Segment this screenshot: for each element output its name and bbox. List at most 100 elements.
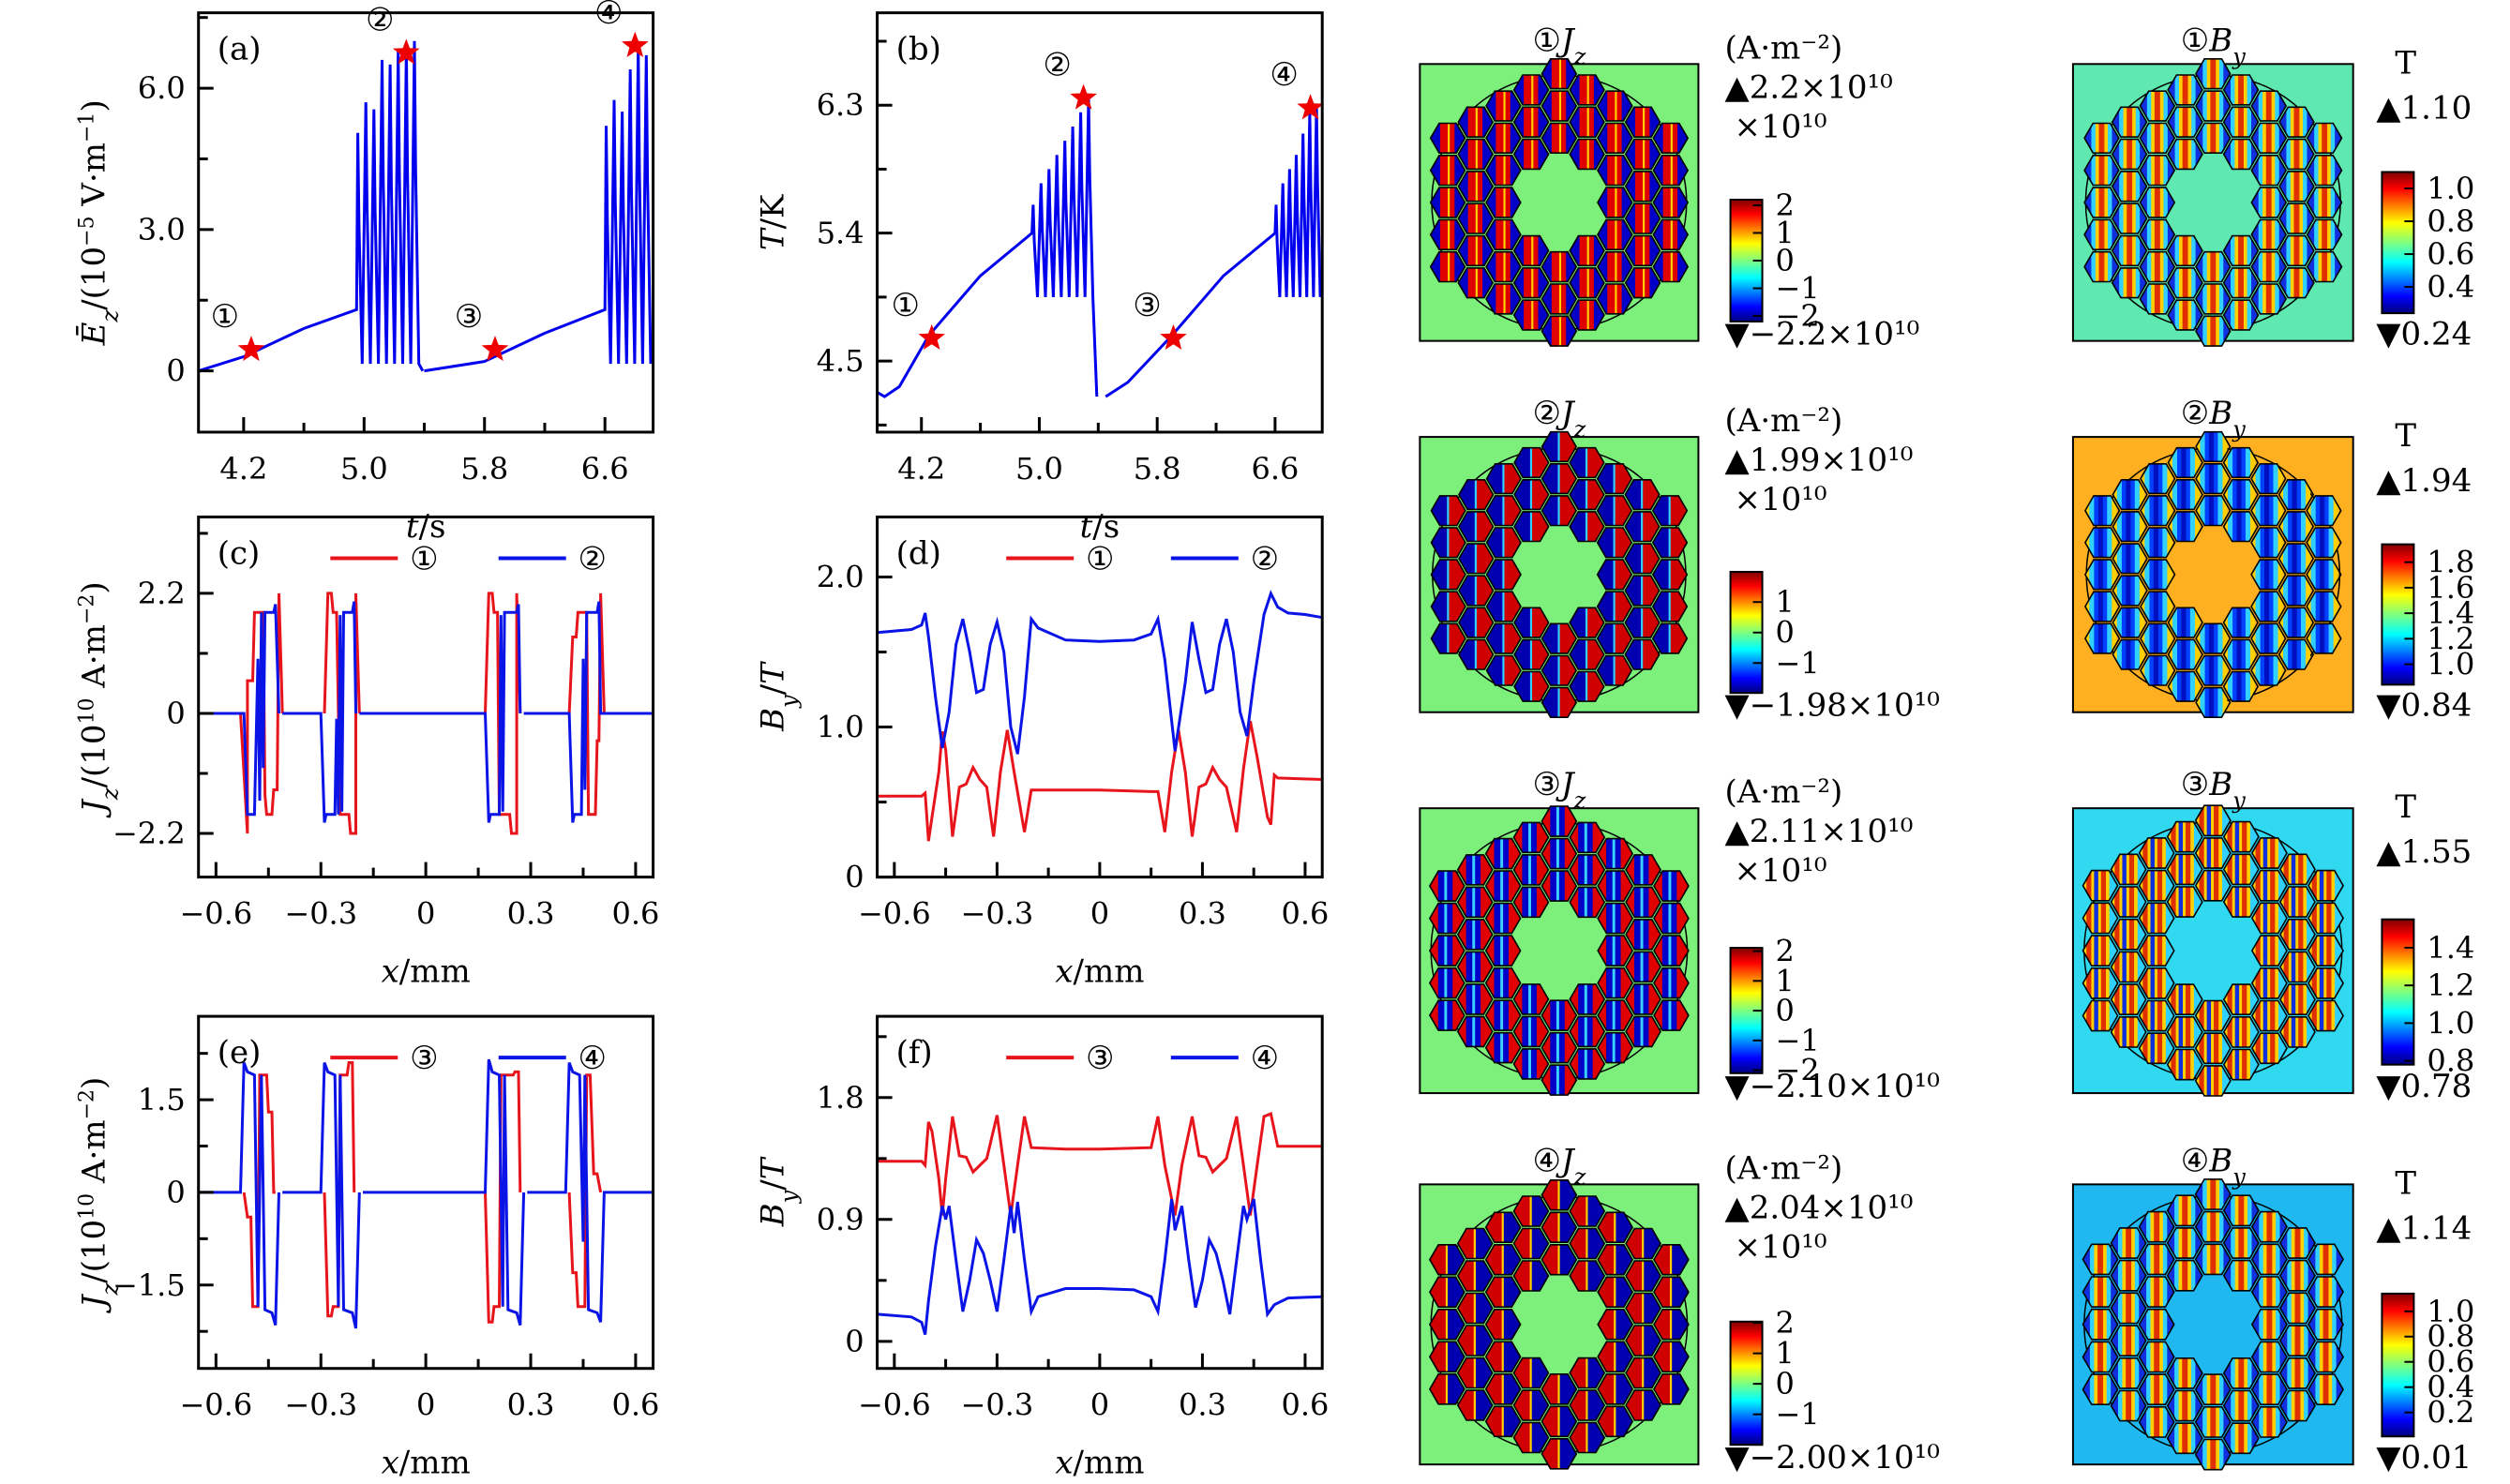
- hex-stripe: [2292, 479, 2298, 510]
- hex-fill: [2278, 544, 2311, 574]
- hex-stripe: [1510, 284, 1521, 314]
- hex-stripe: [1494, 903, 1501, 934]
- colorbar-min: ▼−2.00×10¹⁰: [1725, 1439, 1940, 1477]
- hex-stripe: [2241, 639, 2247, 669]
- hex-stripe: [2265, 251, 2273, 282]
- hex-stripe: [2251, 1211, 2260, 1242]
- hex-outline: [2278, 267, 2315, 299]
- hex-stripe: [2114, 1016, 2120, 1047]
- hex-stripe: [2167, 1260, 2175, 1291]
- hex-stripe: [2250, 821, 2259, 852]
- hex-stripe: [2108, 155, 2112, 186]
- hex-stripe: [2232, 671, 2237, 702]
- hex-fill: [1598, 155, 1632, 186]
- hex-stripe: [2130, 639, 2136, 669]
- hex-stripe: [2167, 219, 2175, 250]
- hex-stripe: [2084, 623, 2090, 653]
- hex-stripe: [2112, 495, 2117, 526]
- hex-stripe: [2307, 1326, 2315, 1357]
- hex-stripe: [1502, 560, 1506, 590]
- hex-stripe: [2328, 495, 2335, 526]
- filament-hexagon: [2250, 654, 2287, 686]
- hex-fill: [2167, 1195, 2202, 1226]
- hex-stripe: [1474, 576, 1478, 606]
- filament-hexagon: [2194, 1210, 2232, 1243]
- hex-stripe: [2319, 936, 2324, 967]
- hex-outline: [1513, 511, 1550, 543]
- hex-fill: [2196, 495, 2228, 526]
- hex-stripe: [2141, 528, 2145, 558]
- hex-stripe: [1538, 107, 1549, 138]
- map-title: ①Jz: [1532, 22, 1586, 69]
- hex-stripe: [2151, 187, 2156, 217]
- hex-stripe: [1505, 187, 1511, 217]
- hex-fill: [2168, 107, 2202, 138]
- hex-outline: [2082, 869, 2119, 902]
- hex-stripe: [2267, 870, 2271, 901]
- filament-hexagon: [2306, 250, 2343, 283]
- hex-outline: [1653, 1373, 1690, 1405]
- x-axis-label: x/mm: [1055, 953, 1144, 991]
- hex-fill: [2251, 560, 2283, 590]
- hex-stripe: [2279, 854, 2285, 885]
- y-tick-label: 6.0: [138, 70, 186, 106]
- hex-stripe: [2291, 952, 2296, 982]
- x-tick-label: 0.6: [611, 896, 659, 932]
- x-tick-label: −0.6: [858, 1387, 931, 1423]
- filament-hexagon: [2306, 122, 2343, 154]
- hex-stripe: [2139, 1326, 2146, 1357]
- hex-fill: [2139, 870, 2174, 901]
- hex-stripe: [2177, 607, 2182, 637]
- hex-fill: [2251, 1374, 2287, 1405]
- hex-stripe: [2279, 107, 2287, 138]
- hex-stripe: [1494, 1032, 1501, 1063]
- hex-stripe: [1551, 284, 1560, 314]
- hex-fill: [2279, 171, 2314, 202]
- hex-stripe: [2103, 1244, 2108, 1275]
- x-tick-label: 0.3: [1179, 1387, 1226, 1423]
- filament-hexagon: [1597, 1211, 1634, 1243]
- hex-stripe: [2172, 639, 2178, 669]
- hex-stripe: [2139, 1227, 2146, 1259]
- hex-stripe: [2211, 837, 2215, 869]
- chart-panel-e: −0.6 −0.3 0 0.3 0.6−1.501.5(e) ③ ④x/mmJz/(1010…: [75, 1014, 659, 1482]
- hex-stripe: [2187, 139, 2192, 170]
- hex-stripe: [2326, 936, 2332, 967]
- hex-stripe: [2259, 1342, 2264, 1372]
- hex-outline: [2250, 495, 2287, 527]
- hex-stripe: [1633, 1016, 1642, 1047]
- hex-stripe: [2126, 887, 2130, 918]
- hex-stripe: [1529, 607, 1533, 637]
- hex-fill: [2167, 854, 2202, 885]
- hex-stripe: [2234, 1227, 2239, 1259]
- hex-fill: [2307, 592, 2338, 622]
- colorbar-max: ▲1.99×10¹⁰: [1725, 442, 1914, 479]
- hex-stripe: [1550, 838, 1557, 869]
- hex-fill: [2168, 671, 2200, 702]
- filament-hexagon: [2138, 1243, 2175, 1276]
- hex-stripe: [2202, 123, 2208, 154]
- hex-outline: [1484, 1276, 1522, 1308]
- hex-stripe: [1645, 267, 1650, 298]
- hex-stripe: [2178, 854, 2184, 885]
- hex-stripe: [1457, 919, 1467, 950]
- hex-stripe: [1612, 903, 1616, 934]
- x-tick-label: −0.6: [179, 896, 252, 932]
- hex-stripe: [2183, 854, 2187, 885]
- hex-outline: [2250, 967, 2288, 999]
- hex-stripe: [1530, 822, 1538, 853]
- hex-stripe: [2150, 967, 2156, 998]
- hex-outline: [2222, 1422, 2260, 1455]
- hex-stripe: [2182, 75, 2189, 105]
- hex-stripe: [2251, 300, 2259, 330]
- hex-stripe: [2175, 1016, 2180, 1047]
- hex-stripe: [2265, 219, 2273, 250]
- hex-stripe: [2094, 1000, 2099, 1031]
- hex-stripe: [1475, 107, 1479, 138]
- filament-hexagon: [1597, 155, 1633, 187]
- hex-stripe: [1598, 838, 1607, 869]
- series-line-④: [877, 1198, 1323, 1336]
- hex-stripe: [2223, 1195, 2232, 1226]
- hex-stripe: [2111, 1326, 2119, 1357]
- hex-stripe: [2245, 639, 2251, 669]
